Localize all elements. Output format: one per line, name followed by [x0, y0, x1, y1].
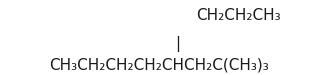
Text: CH₂CH₂CH₃: CH₂CH₂CH₃	[196, 8, 280, 23]
Text: CH₃CH₂CH₂CH₂CHCH₂C(CH₃)₃: CH₃CH₂CH₂CH₂CHCH₂C(CH₃)₃	[49, 58, 269, 73]
Text: |: |	[176, 36, 181, 52]
